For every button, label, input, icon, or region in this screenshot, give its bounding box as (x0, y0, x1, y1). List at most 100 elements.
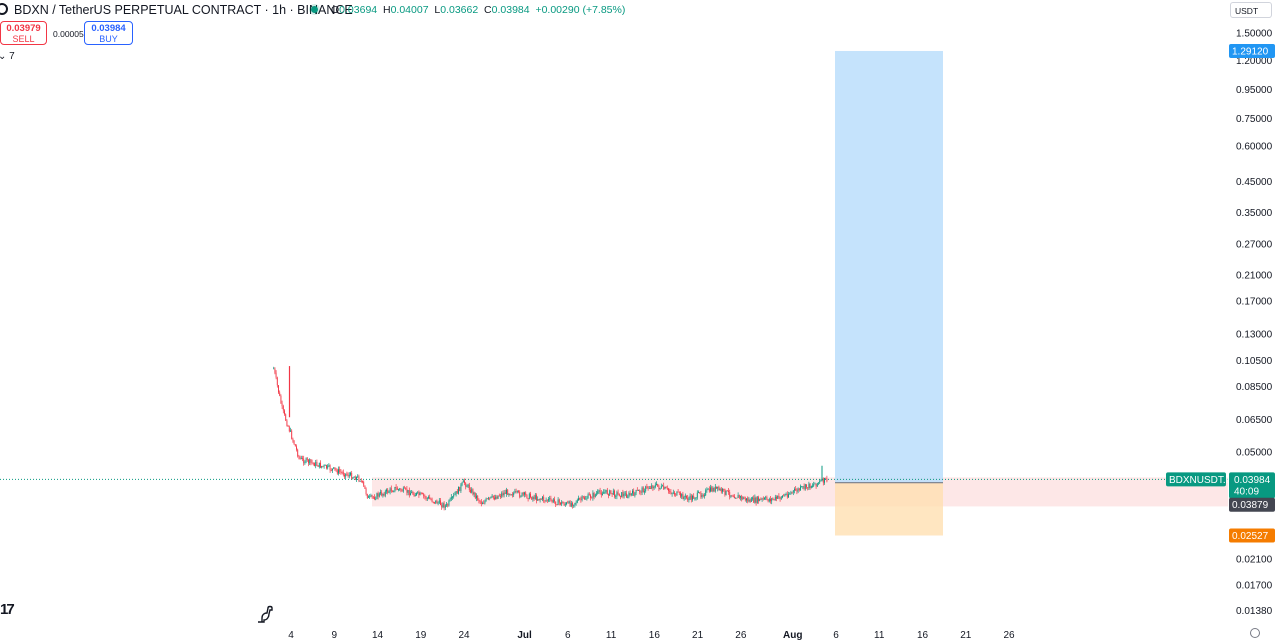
candle-body (796, 490, 798, 492)
time-tick-label: 21 (960, 630, 972, 641)
candle-body (700, 492, 702, 498)
candle-body (375, 498, 377, 500)
candle-body (360, 480, 362, 482)
candle-body (485, 498, 487, 501)
candle-body (676, 491, 678, 496)
candle-body (392, 491, 393, 493)
candle-body (714, 486, 716, 492)
candle-body (569, 501, 571, 507)
candle-body (510, 494, 512, 496)
candle-body (425, 496, 427, 499)
candle-body (628, 493, 630, 497)
candle-body (612, 490, 614, 495)
candle-body (759, 498, 761, 502)
candle-body (671, 493, 673, 494)
price-tick-label: 0.35000 (1236, 208, 1273, 219)
low-label: L (434, 4, 441, 16)
candle-body (476, 495, 477, 499)
candle-body (362, 480, 363, 482)
candle-body (578, 498, 579, 501)
candle-body (336, 470, 338, 474)
candle-body (581, 496, 583, 500)
candle-body (346, 473, 348, 475)
candle-body (728, 490, 729, 493)
candle-body (483, 503, 485, 505)
currency-selector[interactable]: USDT (1230, 2, 1272, 18)
candle-body (804, 484, 806, 489)
candle-body (293, 440, 295, 445)
candle-body (711, 487, 713, 492)
dinosaur-icon[interactable] (256, 604, 276, 624)
candle-body (704, 495, 705, 497)
candle-body (579, 498, 581, 500)
candle-body (776, 496, 777, 499)
candle-body (353, 476, 355, 478)
candle-body (450, 496, 452, 500)
tradingview-logo[interactable]: 17 (0, 601, 15, 618)
candle-body (365, 488, 367, 495)
ohlc-legend: O0.03694 H0.04007 L0.03662 C0.03984 +0.0… (331, 4, 625, 16)
candle-body (611, 493, 613, 495)
candle-body (380, 492, 381, 494)
candle-body (693, 495, 695, 499)
candle-body (413, 494, 415, 497)
candle-body (779, 497, 781, 499)
candle-body (651, 485, 653, 489)
candle-body (567, 502, 569, 504)
candle-body (388, 491, 390, 493)
sell-button[interactable]: 0.03979 SELL (0, 21, 47, 45)
candle-body (338, 469, 339, 474)
close-value: 0.03984 (491, 4, 530, 16)
candle-body (454, 494, 456, 496)
candle-body (622, 492, 624, 497)
candle-body (603, 492, 605, 494)
candle-body (447, 504, 449, 506)
candle-body (552, 499, 554, 502)
candle-body (546, 499, 548, 501)
candle-body (291, 430, 293, 439)
candle-body (658, 486, 660, 490)
candle-body (809, 483, 811, 489)
candle-body (616, 492, 618, 497)
candle-body (652, 485, 654, 489)
candle-body (741, 496, 743, 500)
candle-body (504, 492, 506, 494)
candle-body (490, 496, 492, 499)
candle-body (645, 486, 647, 492)
candle-body (407, 490, 409, 493)
candle-body (682, 493, 684, 500)
candle-body (767, 499, 769, 502)
candle-body (358, 476, 360, 481)
candle-body (317, 465, 319, 467)
indicators-toggle[interactable]: ⌄ 7 (0, 51, 15, 62)
time-tick-label: 26 (1003, 630, 1015, 641)
candle-body (602, 493, 603, 495)
candle-body (662, 485, 663, 487)
spread-value: 0.00005 (53, 29, 84, 39)
buy-price: 0.03984 (91, 23, 126, 34)
buy-button[interactable]: 0.03984 BUY (84, 21, 133, 45)
candle-body (782, 495, 783, 498)
candle-body (825, 477, 827, 479)
candle-body (534, 495, 536, 499)
candle-body (470, 489, 471, 493)
candle-body (826, 478, 828, 482)
candle-body (486, 498, 488, 500)
candle-body (502, 493, 504, 496)
candle-body (630, 493, 632, 495)
candle-body (764, 498, 765, 500)
symbol-title[interactable]: BDXN / TetherUS PERPETUAL CONTRACT · 1h … (14, 3, 353, 17)
candle-body (688, 498, 690, 501)
candle-body (286, 420, 288, 426)
candle-body (465, 482, 467, 487)
candle-body (431, 499, 433, 502)
gear-icon[interactable] (1250, 628, 1260, 638)
candle-body (398, 489, 399, 491)
candle-body (801, 486, 803, 488)
candle-body (574, 502, 576, 505)
candle-body (519, 491, 521, 497)
candle-body (444, 505, 446, 508)
candle-body (280, 395, 282, 404)
price-tick-label: 0.06500 (1236, 415, 1273, 426)
